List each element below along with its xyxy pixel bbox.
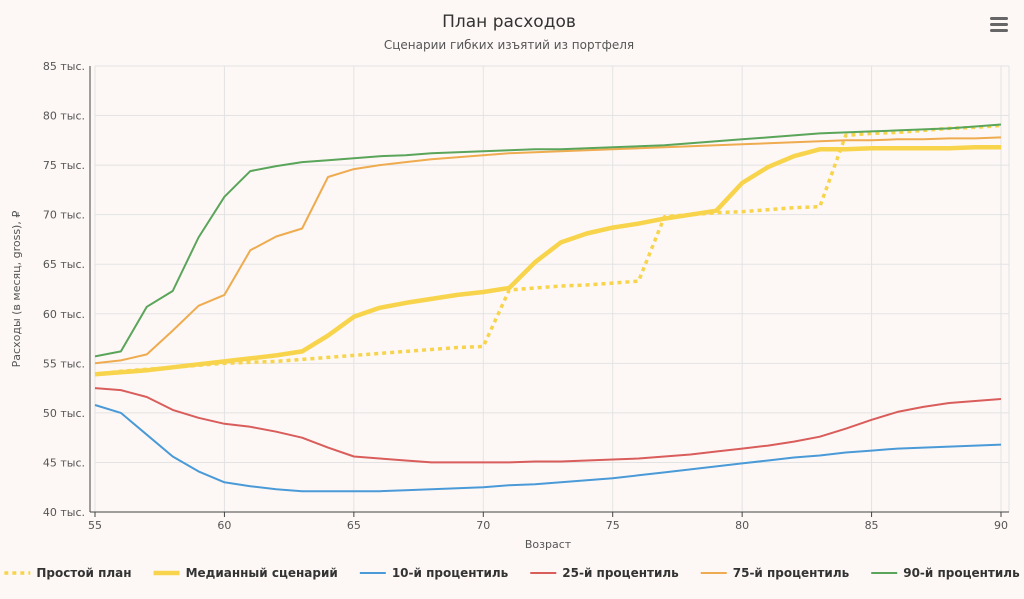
- x-tick-label: 60: [217, 519, 231, 532]
- x-tick-label: 85: [865, 519, 879, 532]
- legend-label: 25-й процентиль: [562, 566, 679, 580]
- grid: [94, 65, 1010, 513]
- x-tick-label: 55: [88, 519, 102, 532]
- y-tick-label: 75 тыс.: [43, 159, 85, 172]
- y-tick-label: 50 тыс.: [43, 407, 85, 420]
- y-tick-label: 40 тыс.: [43, 506, 85, 519]
- legend-label: Медианный сценарий: [186, 566, 338, 580]
- legend-item-2[interactable]: 10-й процентиль: [359, 566, 509, 580]
- legend-item-5[interactable]: 90-й процентиль: [871, 566, 1020, 580]
- x-tick-label: 70: [476, 519, 490, 532]
- x-axis-label: Возраст: [525, 538, 572, 551]
- series-line-4[interactable]: [94, 136, 1002, 365]
- chart-subtitle: Сценарии гибких изъятий из портфеля: [384, 38, 634, 52]
- legend-item-1[interactable]: Медианный сценарий: [153, 566, 338, 580]
- chart-title: План расходов: [442, 12, 576, 32]
- legend-label: 90-й процентиль: [903, 566, 1020, 580]
- x-tick-label: 65: [347, 519, 361, 532]
- legend-item-4[interactable]: 75-й процентиль: [700, 566, 850, 580]
- series-line-5[interactable]: [94, 123, 1002, 358]
- legend-label: 10-й процентиль: [392, 566, 509, 580]
- y-tick-label: 45 тыс.: [43, 456, 85, 469]
- series-layer: [94, 123, 1002, 493]
- legend-item-0[interactable]: Простой план: [4, 566, 132, 580]
- x-axis-ticks: 55 60 65 70 75 80 85 90: [88, 512, 1008, 532]
- series-line-1[interactable]: [94, 145, 1001, 377]
- legend-label: 75-й процентиль: [733, 566, 850, 580]
- series-line-3[interactable]: [94, 387, 1002, 464]
- series-line-0[interactable]: [94, 123, 1002, 376]
- y-tick-label: 60 тыс.: [43, 308, 85, 321]
- y-tick-label: 80 тыс.: [43, 110, 85, 123]
- legend-item-3[interactable]: 25-й процентиль: [530, 566, 679, 580]
- y-axis-ticks: 40 тыс. 45 тыс. 50 тыс. 55 тыс. 60 тыс. 65 ты…: [43, 60, 85, 519]
- y-tick-label: 55 тыс.: [43, 357, 85, 370]
- y-tick-label: 65 тыс.: [43, 258, 85, 271]
- y-axis-label: Расходы (в месяц, gross), ₽: [10, 211, 23, 368]
- x-tick-label: 90: [994, 519, 1008, 532]
- hamburger-menu-icon[interactable]: [985, 12, 1013, 38]
- x-tick-label: 75: [606, 519, 620, 532]
- legend: Простой план Медианный сценарий 10-й проце…: [4, 566, 1020, 580]
- x-tick-label: 80: [735, 519, 749, 532]
- y-tick-label: 70 тыс.: [43, 209, 85, 222]
- y-tick-label: 85 тыс.: [43, 60, 85, 73]
- legend-label: Простой план: [36, 566, 131, 580]
- series-line-2[interactable]: [94, 404, 1002, 493]
